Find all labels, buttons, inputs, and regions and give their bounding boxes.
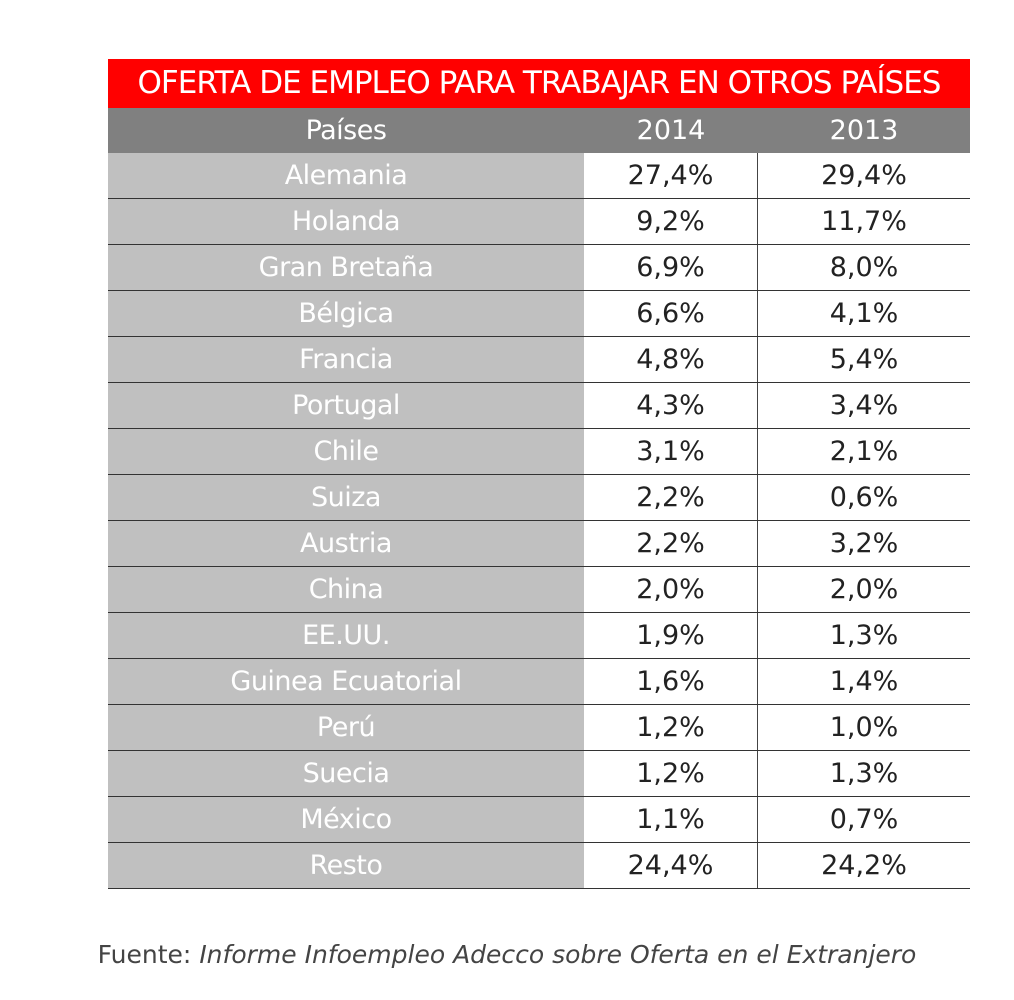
value-2013-cell: 2,0% <box>829 574 899 605</box>
table-row: China 2,0% 2,0% <box>108 567 970 613</box>
country-cell: Portugal <box>108 383 584 428</box>
value-2014-cell: 1,9% <box>584 613 758 658</box>
value-2013-cell: 1,3% <box>829 620 899 651</box>
source-label: Fuente: <box>97 940 192 969</box>
table-row: Suecia 1,2% 1,3% <box>108 751 970 797</box>
value-2014-cell: 1,2% <box>584 751 758 796</box>
job-offer-table: OFERTA DE EMPLEO PARA TRABAJAR EN OTROS … <box>108 59 970 889</box>
country-cell: Perú <box>108 705 584 750</box>
value-2013-cell: 1,3% <box>829 758 899 789</box>
value-2014-cell: 9,2% <box>584 199 758 244</box>
source-text: Informe Infoempleo Adecco sobre Oferta e… <box>199 940 917 969</box>
country-cell: EE.UU. <box>108 613 584 658</box>
country-cell: Guinea Ecuatorial <box>108 659 584 704</box>
value-2014-cell: 2,0% <box>584 567 758 612</box>
header-2013: 2013 <box>829 115 899 146</box>
value-2014-cell: 2,2% <box>584 475 758 520</box>
country-cell: Holanda <box>108 199 584 244</box>
table-row: Alemania 27,4% 29,4% <box>108 153 970 199</box>
value-2014-cell: 6,9% <box>584 245 758 290</box>
table-row: Bélgica 6,6% 4,1% <box>108 291 970 337</box>
country-cell: China <box>108 567 584 612</box>
table-row: Perú 1,2% 1,0% <box>108 705 970 751</box>
value-2013-cell: 8,0% <box>829 252 899 283</box>
value-2014-cell: 1,1% <box>584 797 758 842</box>
value-2013-cell: 3,2% <box>829 528 899 559</box>
value-2014-cell: 1,2% <box>584 705 758 750</box>
value-2014-cell: 2,2% <box>584 521 758 566</box>
value-2013-cell: 1,0% <box>829 712 899 743</box>
table-row: Suiza 2,2% 0,6% <box>108 475 970 521</box>
value-2013-cell: 0,7% <box>829 804 899 835</box>
value-2014-cell: 24,4% <box>584 843 758 888</box>
country-cell: México <box>108 797 584 842</box>
value-2013-cell: 0,6% <box>829 482 899 513</box>
value-2013-cell: 1,4% <box>829 666 899 697</box>
country-cell: Austria <box>108 521 584 566</box>
country-cell: Alemania <box>108 153 584 198</box>
table-row: Guinea Ecuatorial 1,6% 1,4% <box>108 659 970 705</box>
value-2013-cell: 4,1% <box>829 298 899 329</box>
value-2014-cell: 1,6% <box>584 659 758 704</box>
country-cell: Francia <box>108 337 584 382</box>
value-2013-cell: 11,7% <box>821 206 907 237</box>
header-2014: 2014 <box>636 115 706 146</box>
value-2013-cell: 24,2% <box>821 850 907 881</box>
country-cell: Suiza <box>108 475 584 520</box>
value-2013-cell: 5,4% <box>829 344 899 375</box>
table-row: Portugal 4,3% 3,4% <box>108 383 970 429</box>
value-2014-cell: 4,8% <box>584 337 758 382</box>
value-2013-cell: 2,1% <box>829 436 899 467</box>
header-row: Países 2014 2013 <box>108 108 970 153</box>
table-row: EE.UU. 1,9% 1,3% <box>108 613 970 659</box>
value-2014-cell: 27,4% <box>584 153 758 198</box>
table-row: Resto 24,4% 24,2% <box>108 843 970 889</box>
value-2014-cell: 3,1% <box>584 429 758 474</box>
table-row: Holanda 9,2% 11,7% <box>108 199 970 245</box>
table-row: México 1,1% 0,7% <box>108 797 970 843</box>
country-cell: Bélgica <box>108 291 584 336</box>
country-cell: Resto <box>108 843 584 888</box>
table-row: Chile 3,1% 2,1% <box>108 429 970 475</box>
country-cell: Chile <box>108 429 584 474</box>
table-row: Gran Bretaña 6,9% 8,0% <box>108 245 970 291</box>
country-cell: Gran Bretaña <box>108 245 584 290</box>
source-note: Fuente: Informe Infoempleo Adecco sobre … <box>0 940 1014 969</box>
value-2014-cell: 6,6% <box>584 291 758 336</box>
table-title: OFERTA DE EMPLEO PARA TRABAJAR EN OTROS … <box>108 59 970 108</box>
value-2013-cell: 3,4% <box>829 390 899 421</box>
table-row: Austria 2,2% 3,2% <box>108 521 970 567</box>
table-row: Francia 4,8% 5,4% <box>108 337 970 383</box>
value-2013-cell: 29,4% <box>821 160 907 191</box>
header-countries: Países <box>305 115 387 146</box>
value-2014-cell: 4,3% <box>584 383 758 428</box>
country-cell: Suecia <box>108 751 584 796</box>
